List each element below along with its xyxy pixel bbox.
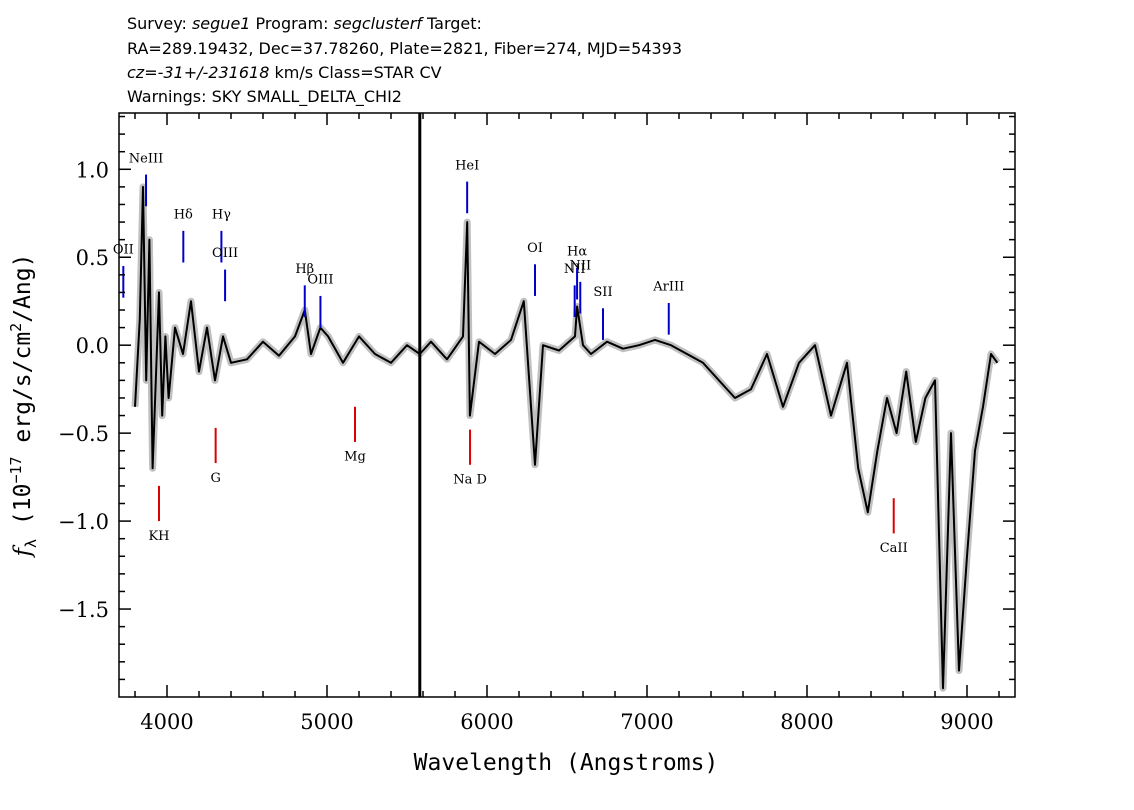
header-line-3: cz=-31+/-231618 km/s Class=STAR CV	[127, 63, 442, 82]
x-tick-label: 4000	[140, 710, 193, 734]
survey-value: segue1	[191, 14, 251, 33]
x-tick-label: 5000	[300, 710, 353, 734]
line-label: OIII	[212, 246, 238, 261]
y-tick-label: 0.0	[76, 334, 109, 358]
line-label: SII	[593, 285, 612, 300]
y-tick-label: 1.0	[76, 158, 109, 182]
header-line-1: Survey: segue1 Program: segclusterf Targ…	[127, 14, 482, 33]
x-tick-label: 9000	[940, 710, 993, 734]
line-label: G	[210, 471, 220, 486]
line-label: ArIII	[652, 280, 684, 295]
line-label: Mg	[344, 450, 366, 465]
flux-series	[134, 185, 999, 690]
plot-frame	[118, 112, 1016, 698]
line-label: Hγ	[212, 208, 231, 223]
y-tick-label: −0.5	[58, 422, 109, 446]
line-label: NeIII	[129, 151, 163, 166]
survey-label: Survey:	[127, 14, 192, 33]
x-axis-ticks: 4000 5000 6000 7000 8000 9000	[134, 113, 1000, 734]
program-value: segclusterf	[333, 14, 422, 33]
line-label: Hα	[567, 244, 587, 259]
line-label: NII	[569, 259, 591, 274]
x-tick-label: 6000	[460, 710, 513, 734]
y-tick-label: 0.5	[76, 246, 109, 270]
redshift-value: cz=-31+/-231618	[127, 63, 270, 82]
x-tick-label: 8000	[780, 710, 833, 734]
y-tick-label: −1.0	[58, 510, 109, 534]
y-tick-label: −1.5	[58, 598, 109, 622]
line-label: Na D	[453, 473, 487, 488]
header-line-4: Warnings: SKY SMALL_DELTA_CHI2	[127, 87, 402, 106]
line-label: OI	[527, 241, 543, 256]
line-label: OIII	[307, 273, 333, 288]
y-axis-ticks: −1.5 −1.0 −0.5 0.0 0.5 1.0	[58, 115, 1015, 681]
target-label: Target:	[421, 14, 482, 33]
line-label: CaII	[880, 541, 908, 556]
line-label: NII	[564, 262, 586, 277]
flux-line	[134, 185, 999, 690]
header-line-2: RA=289.19432, Dec=37.78260, Plate=2821, …	[127, 39, 683, 58]
line-label: HeI	[455, 158, 479, 173]
line-label: KH	[148, 529, 169, 544]
line-label: OII	[113, 243, 134, 258]
class-text: km/s Class=STAR CV	[269, 63, 442, 82]
plot-border	[118, 112, 1016, 698]
y-axis-label: fλ (10−17 erg/s/cm2/Ang)	[7, 254, 40, 559]
x-tick-label: 7000	[620, 710, 673, 734]
line-label: Hβ	[295, 262, 314, 277]
x-axis-label: Wavelength (Angstroms)	[414, 750, 719, 776]
svg-text:fλ (10−17 erg/s/cm2/Ang): fλ (10−17 erg/s/cm2/Ang)	[7, 254, 40, 559]
program-label: Program:	[250, 14, 334, 33]
line-label: Hδ	[174, 208, 193, 223]
